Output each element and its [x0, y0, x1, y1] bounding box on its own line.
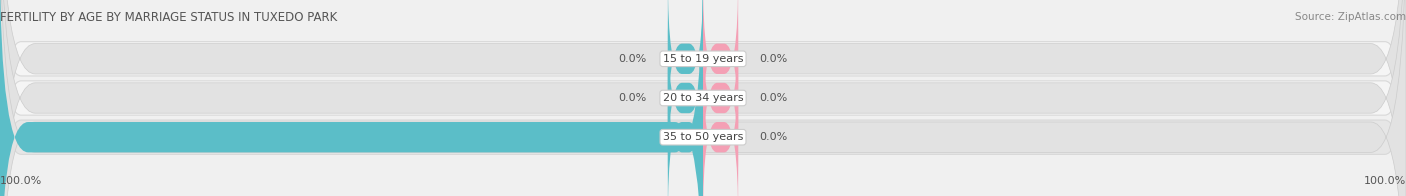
Text: 0.0%: 0.0%	[619, 93, 647, 103]
Text: 35 to 50 years: 35 to 50 years	[662, 132, 744, 142]
Text: 0.0%: 0.0%	[759, 93, 787, 103]
FancyBboxPatch shape	[703, 54, 738, 196]
Text: 100.0%: 100.0%	[0, 176, 42, 186]
Text: 20 to 34 years: 20 to 34 years	[662, 93, 744, 103]
FancyBboxPatch shape	[0, 0, 1406, 189]
Text: 15 to 19 years: 15 to 19 years	[662, 54, 744, 64]
Text: 0.0%: 0.0%	[759, 132, 787, 142]
FancyBboxPatch shape	[703, 0, 738, 142]
FancyBboxPatch shape	[668, 0, 703, 142]
Text: 100.0%: 100.0%	[1364, 176, 1406, 186]
FancyBboxPatch shape	[0, 7, 1406, 196]
FancyBboxPatch shape	[0, 0, 703, 196]
Text: Source: ZipAtlas.com: Source: ZipAtlas.com	[1295, 12, 1406, 22]
FancyBboxPatch shape	[668, 54, 703, 196]
FancyBboxPatch shape	[668, 15, 703, 181]
Text: 0.0%: 0.0%	[759, 54, 787, 64]
Text: 0.0%: 0.0%	[619, 54, 647, 64]
FancyBboxPatch shape	[703, 15, 738, 181]
Text: FERTILITY BY AGE BY MARRIAGE STATUS IN TUXEDO PARK: FERTILITY BY AGE BY MARRIAGE STATUS IN T…	[0, 11, 337, 24]
